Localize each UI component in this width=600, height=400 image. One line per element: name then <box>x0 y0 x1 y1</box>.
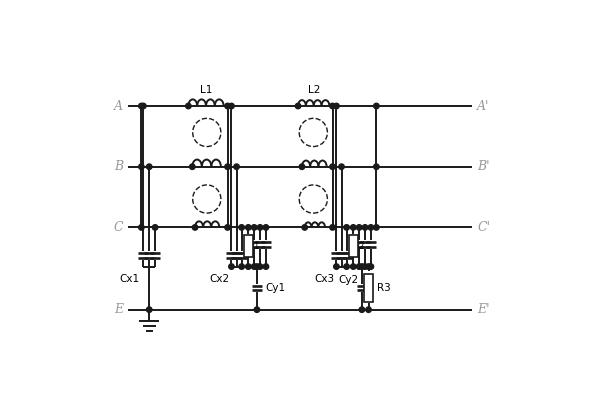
Circle shape <box>225 103 230 109</box>
Text: R2: R2 <box>355 242 365 251</box>
Circle shape <box>251 264 257 269</box>
Circle shape <box>229 264 234 269</box>
Circle shape <box>152 225 158 230</box>
Bar <box>364 274 373 302</box>
Text: B': B' <box>477 160 490 173</box>
Circle shape <box>344 264 349 269</box>
Circle shape <box>350 225 356 230</box>
Circle shape <box>185 103 191 109</box>
Circle shape <box>295 103 301 109</box>
Circle shape <box>362 264 368 269</box>
Text: C: C <box>113 221 123 234</box>
Circle shape <box>374 103 379 109</box>
Circle shape <box>225 164 230 170</box>
Text: L2: L2 <box>308 85 320 95</box>
Circle shape <box>366 307 371 312</box>
Circle shape <box>234 164 239 170</box>
Circle shape <box>356 225 362 230</box>
Circle shape <box>139 164 144 170</box>
Circle shape <box>190 164 195 170</box>
Circle shape <box>225 225 230 230</box>
Circle shape <box>263 225 269 230</box>
Text: C': C' <box>477 221 490 234</box>
Circle shape <box>239 225 244 230</box>
Circle shape <box>229 103 234 109</box>
Text: R3: R3 <box>377 283 391 293</box>
Circle shape <box>146 307 152 312</box>
Circle shape <box>362 225 368 230</box>
Circle shape <box>302 225 307 230</box>
Circle shape <box>334 264 339 269</box>
Circle shape <box>339 164 344 170</box>
Bar <box>349 236 358 257</box>
Circle shape <box>368 264 374 269</box>
Text: Cx2: Cx2 <box>209 274 229 284</box>
Circle shape <box>139 225 144 230</box>
Circle shape <box>254 264 260 269</box>
Circle shape <box>330 225 335 230</box>
Circle shape <box>192 225 198 230</box>
Text: E': E' <box>477 303 490 316</box>
Text: E: E <box>114 303 123 316</box>
Text: Cy1: Cy1 <box>266 283 286 293</box>
Text: A: A <box>114 100 123 112</box>
Circle shape <box>263 264 269 269</box>
Circle shape <box>356 264 362 269</box>
Circle shape <box>374 225 379 230</box>
Circle shape <box>368 225 374 230</box>
Circle shape <box>350 264 356 269</box>
Text: Cy2: Cy2 <box>338 275 359 285</box>
Circle shape <box>251 225 257 230</box>
Circle shape <box>330 164 335 170</box>
Circle shape <box>245 264 251 269</box>
Text: L1: L1 <box>200 85 212 95</box>
Circle shape <box>245 225 251 230</box>
Circle shape <box>330 103 335 109</box>
Circle shape <box>139 103 144 109</box>
Circle shape <box>239 264 244 269</box>
Text: Cx1: Cx1 <box>119 274 139 284</box>
Text: A': A' <box>477 100 490 112</box>
Bar <box>244 236 253 257</box>
Circle shape <box>146 164 152 170</box>
Circle shape <box>374 164 379 170</box>
Circle shape <box>254 307 260 312</box>
Circle shape <box>344 225 349 230</box>
Circle shape <box>140 103 146 109</box>
Circle shape <box>366 264 371 269</box>
Circle shape <box>359 264 365 269</box>
Circle shape <box>299 164 305 170</box>
Text: R1: R1 <box>250 242 260 251</box>
Circle shape <box>359 307 365 312</box>
Circle shape <box>257 264 263 269</box>
Circle shape <box>257 225 263 230</box>
Text: Cx3: Cx3 <box>314 274 334 284</box>
Text: B: B <box>114 160 123 173</box>
Circle shape <box>334 103 339 109</box>
